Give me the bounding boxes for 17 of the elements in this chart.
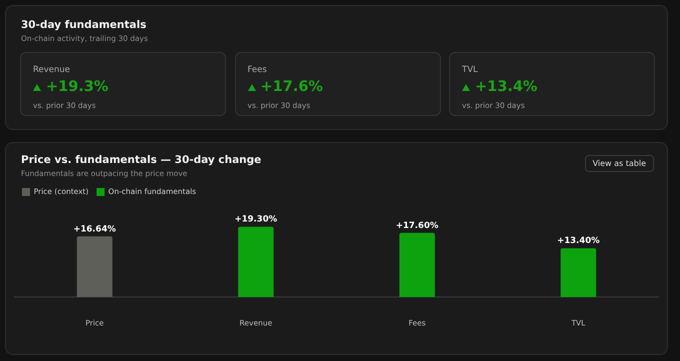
bar xyxy=(560,248,596,297)
bar xyxy=(76,236,112,297)
text: +19.3% xyxy=(46,79,108,95)
text: View as table xyxy=(584,155,654,172)
text: +13.4% xyxy=(475,79,538,95)
bar xyxy=(399,232,435,297)
category-label: TVL xyxy=(462,65,478,75)
category-label: Revenue xyxy=(33,65,70,75)
category-label: Fees xyxy=(248,65,267,75)
text: +17.6% xyxy=(260,79,323,95)
bar xyxy=(238,226,274,297)
chart-title: Price vs. fundamentals — 30-day change xyxy=(21,154,262,166)
data-label: +17.60% xyxy=(396,220,439,231)
data-label: +19.30% xyxy=(234,214,278,225)
data-label: +13.40% xyxy=(557,236,600,246)
text: 30-day fundamentals xyxy=(21,19,146,31)
data-label: +16.64% xyxy=(73,224,116,234)
